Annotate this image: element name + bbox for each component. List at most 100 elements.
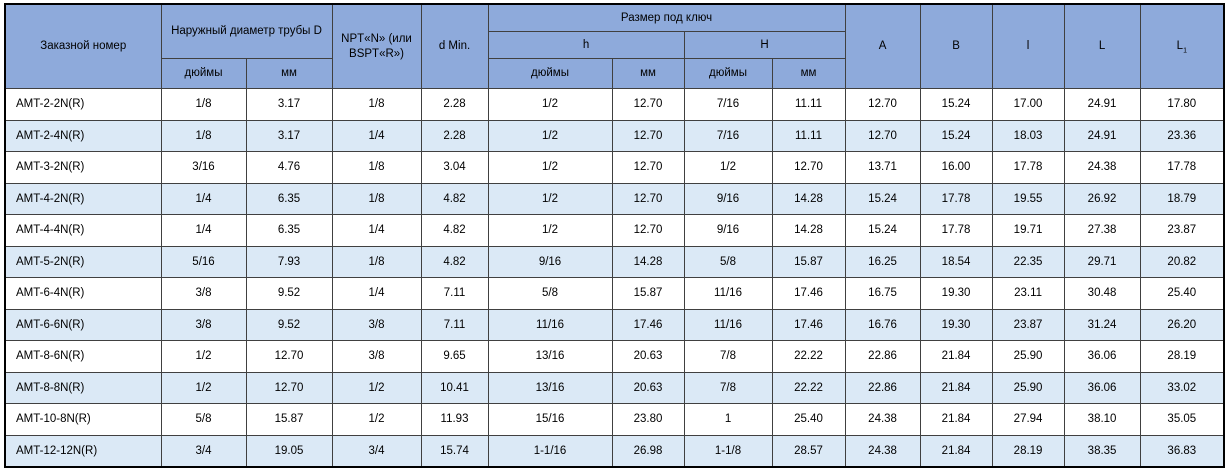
- value-cell: 21.84: [919, 340, 993, 373]
- value-cell: 20.63: [611, 371, 685, 404]
- value-cell: 4.82: [420, 214, 489, 247]
- header-d-min: d Min.: [420, 3, 489, 89]
- value-cell: 24.38: [844, 434, 921, 468]
- value-cell: 15.87: [245, 403, 333, 436]
- order-number-cell: AMT-6-6N(R): [4, 308, 162, 341]
- value-cell: 18.03: [991, 119, 1065, 152]
- table-row: AMT-5-2N(R) 5/16 7.93 1/8 4.82 9/16 14.28 5/8 15…: [4, 245, 1225, 278]
- value-cell: 17.78: [1139, 151, 1225, 184]
- value-cell: 7.11: [420, 277, 489, 310]
- value-cell: 11.11: [771, 119, 846, 152]
- order-number-cell: AMT-8-6N(R): [4, 340, 162, 373]
- value-cell: 1/4: [160, 214, 247, 247]
- value-cell: 11/16: [487, 308, 613, 341]
- value-cell: 28.57: [771, 434, 846, 468]
- value-cell: 12.70: [611, 119, 685, 152]
- value-cell: 9/16: [683, 214, 773, 247]
- table-row: AMT-4-2N(R) 1/4 6.35 1/8 4.82 1/2 12.70 9/16 14.…: [4, 182, 1225, 215]
- fittings-dimensions-table: Заказной номер Наружный диаметр трубы D …: [4, 3, 1226, 468]
- value-cell: 1/8: [331, 245, 422, 278]
- value-cell: 18.54: [919, 245, 993, 278]
- value-cell: 36.83: [1139, 434, 1225, 468]
- value-cell: 15.87: [771, 245, 846, 278]
- value-cell: 10.41: [420, 371, 489, 404]
- value-cell: 25.90: [991, 371, 1065, 404]
- value-cell: 22.22: [771, 371, 846, 404]
- value-cell: 5/8: [683, 245, 773, 278]
- value-cell: 6.35: [245, 214, 333, 247]
- value-cell: 1/8: [160, 119, 247, 152]
- header-npt-bspt: NPT«N» (или BSPT«R»): [331, 3, 422, 89]
- value-cell: 23.36: [1139, 119, 1225, 152]
- header-l-big: L: [1063, 3, 1141, 89]
- order-number-cell: AMT-5-2N(R): [4, 245, 162, 278]
- value-cell: 9/16: [683, 182, 773, 215]
- value-cell: 3/8: [160, 308, 247, 341]
- value-cell: 1/2: [487, 119, 613, 152]
- value-cell: 11/16: [683, 277, 773, 310]
- order-number-cell: AMT-4-4N(R): [4, 214, 162, 247]
- value-cell: 3.04: [420, 151, 489, 184]
- value-cell: 38.35: [1063, 434, 1141, 468]
- value-cell: 12.70: [611, 88, 685, 121]
- table-row: AMT-2-4N(R) 1/8 3.17 1/4 2.28 1/2 12.70 7/16 11.…: [4, 119, 1225, 152]
- value-cell: 12.70: [844, 88, 921, 121]
- header-l1-subscript: 1: [1183, 47, 1187, 55]
- value-cell: 31.24: [1063, 308, 1141, 341]
- value-cell: 3/16: [160, 151, 247, 184]
- value-cell: 1/2: [683, 151, 773, 184]
- value-cell: 17.78: [919, 214, 993, 247]
- value-cell: 22.22: [771, 340, 846, 373]
- header-l1: L1: [1139, 3, 1225, 89]
- value-cell: 38.10: [1063, 403, 1141, 436]
- value-cell: 17.46: [771, 308, 846, 341]
- value-cell: 19.71: [991, 214, 1065, 247]
- value-cell: 26.20: [1139, 308, 1225, 341]
- order-number-cell: AMT-2-2N(R): [4, 88, 162, 121]
- value-cell: 20.82: [1139, 245, 1225, 278]
- value-cell: 13/16: [487, 371, 613, 404]
- value-cell: 17.78: [991, 151, 1065, 184]
- value-cell: 15.24: [919, 88, 993, 121]
- header-h-upper: H: [683, 31, 846, 59]
- value-cell: 12.70: [771, 151, 846, 184]
- value-cell: 12.70: [611, 151, 685, 184]
- value-cell: 24.38: [844, 403, 921, 436]
- value-cell: 16.75: [844, 277, 921, 310]
- value-cell: 23.11: [991, 277, 1065, 310]
- header-h-lower-mm: мм: [611, 58, 685, 89]
- value-cell: 12.70: [844, 119, 921, 152]
- value-cell: 5/16: [160, 245, 247, 278]
- value-cell: 4.76: [245, 151, 333, 184]
- value-cell: 24.91: [1063, 88, 1141, 121]
- value-cell: 15.74: [420, 434, 489, 468]
- value-cell: 17.00: [991, 88, 1065, 121]
- value-cell: 3.17: [245, 119, 333, 152]
- table-row: AMT-12-12N(R) 3/4 19.05 3/4 15.74 1-1/16 26.98…: [4, 434, 1225, 468]
- header-b: B: [919, 3, 993, 89]
- value-cell: 28.19: [1139, 340, 1225, 373]
- value-cell: 13/16: [487, 340, 613, 373]
- value-cell: 24.91: [1063, 119, 1141, 152]
- value-cell: 26.92: [1063, 182, 1141, 215]
- value-cell: 22.86: [844, 371, 921, 404]
- value-cell: 5/8: [487, 277, 613, 310]
- value-cell: 27.94: [991, 403, 1065, 436]
- value-cell: 26.98: [611, 434, 685, 468]
- order-number-cell: AMT-8-8N(R): [4, 371, 162, 404]
- value-cell: 30.48: [1063, 277, 1141, 310]
- value-cell: 15/16: [487, 403, 613, 436]
- value-cell: 29.71: [1063, 245, 1141, 278]
- value-cell: 23.80: [611, 403, 685, 436]
- value-cell: 13.71: [844, 151, 921, 184]
- value-cell: 22.86: [844, 340, 921, 373]
- header-order-number: Заказной номер: [4, 3, 162, 89]
- table-row: AMT-6-4N(R) 3/8 9.52 1/4 7.11 5/8 15.87 11/16 17…: [4, 277, 1225, 310]
- table-row: AMT-8-6N(R) 1/2 12.70 3/8 9.65 13/16 20.63 7/8 2…: [4, 340, 1225, 373]
- value-cell: 2.28: [420, 88, 489, 121]
- value-cell: 17.80: [1139, 88, 1225, 121]
- value-cell: 9.65: [420, 340, 489, 373]
- value-cell: 12.70: [611, 214, 685, 247]
- table-row: AMT-4-4N(R) 1/4 6.35 1/4 4.82 1/2 12.70 9/16 14.…: [4, 214, 1225, 247]
- value-cell: 4.82: [420, 245, 489, 278]
